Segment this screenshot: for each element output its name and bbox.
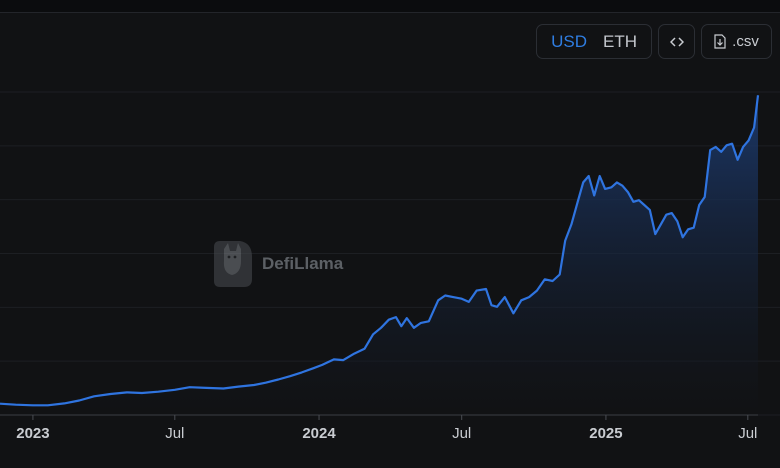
- embed-code-button[interactable]: [658, 24, 695, 59]
- currency-option-eth[interactable]: ETH: [603, 31, 637, 51]
- llama-logo-icon: [214, 241, 252, 287]
- watermark-text: DefiLlama: [262, 254, 344, 273]
- x-axis-ticks: 2023 Jul 2024 Jul 2025 Jul: [16, 415, 757, 442]
- currency-option-usd[interactable]: USD: [551, 31, 587, 51]
- download-csv-button[interactable]: .csv: [701, 24, 772, 59]
- currency-toggle: USD ETH: [536, 24, 652, 59]
- chart-toolbar: USD ETH .csv: [536, 24, 772, 59]
- csv-label: .csv: [732, 33, 759, 50]
- series-line: [0, 95, 760, 407]
- download-file-icon: [714, 34, 726, 49]
- x-tick-label: Jul: [165, 425, 184, 442]
- x-tick-label: Jul: [738, 425, 757, 442]
- series-area: [0, 95, 758, 415]
- top-band: [0, 0, 780, 13]
- defillama-watermark: DefiLlama: [210, 239, 343, 289]
- x-tick-label: 2024: [302, 425, 336, 442]
- x-tick-label: 2025: [589, 425, 622, 442]
- x-tick-label: 2023: [16, 425, 49, 442]
- x-tick-label: Jul: [452, 425, 471, 442]
- code-icon: [669, 36, 684, 47]
